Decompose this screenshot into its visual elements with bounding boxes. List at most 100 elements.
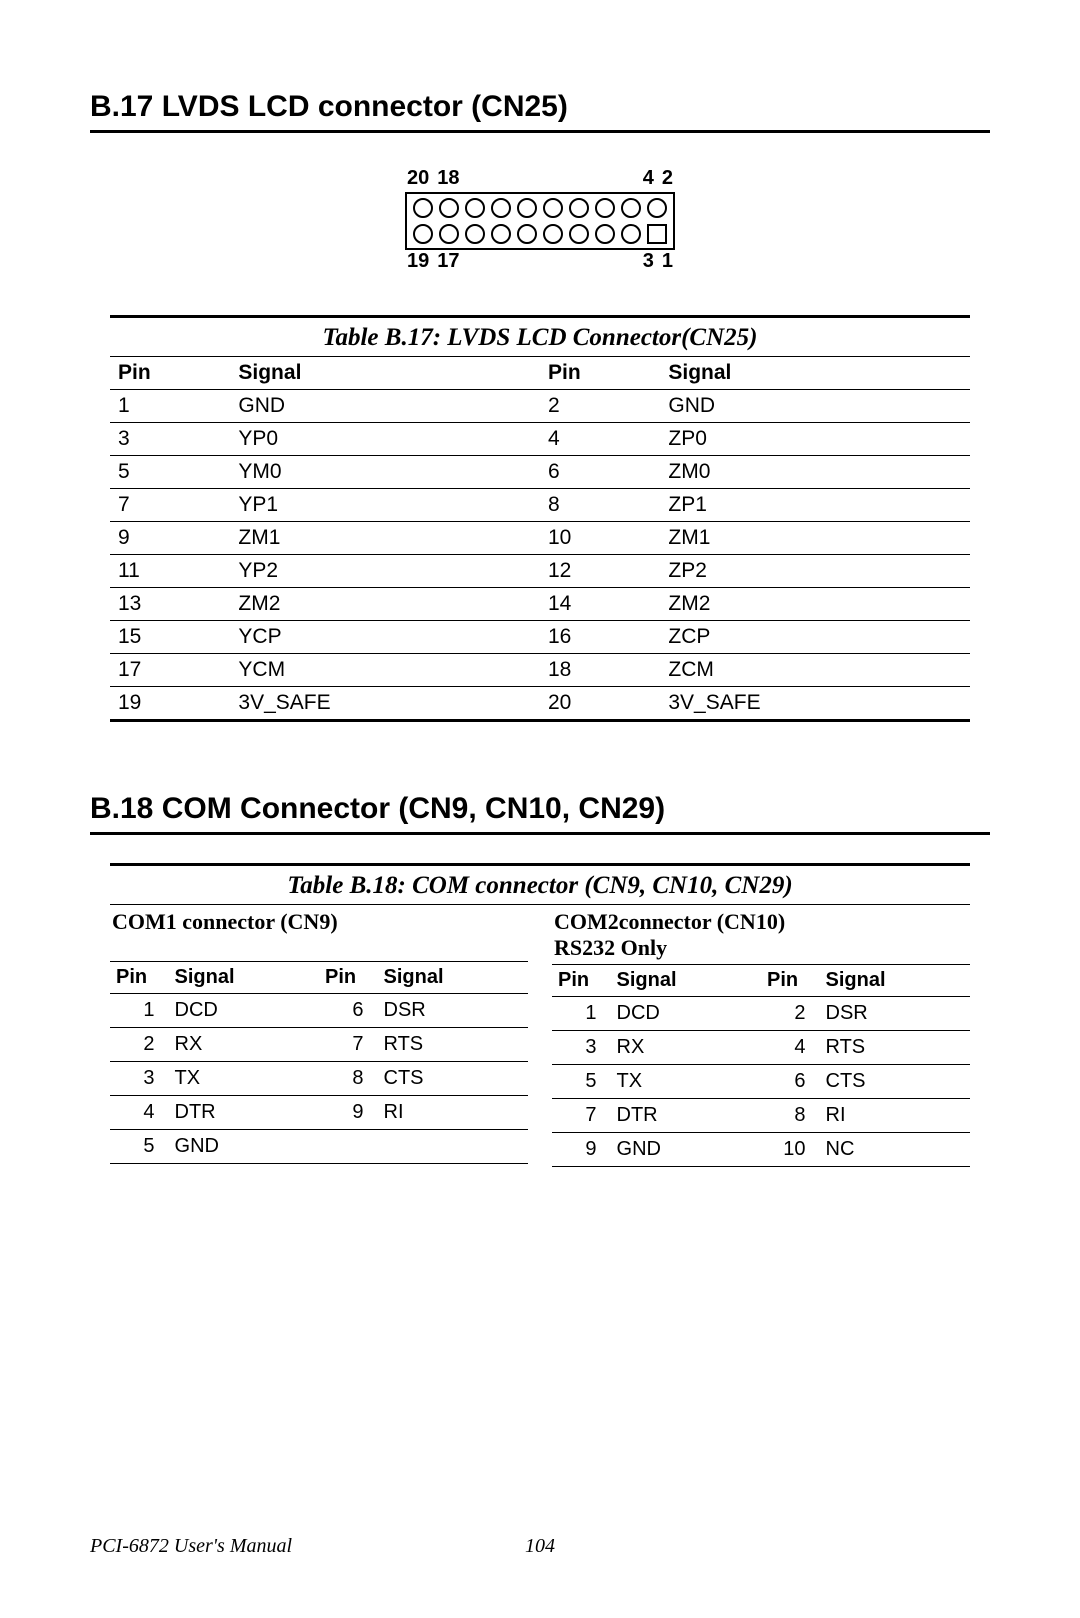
connector-pin — [595, 224, 615, 244]
connector-pin — [465, 198, 485, 218]
pin-label: 18 — [437, 167, 459, 190]
table-cell: YP2 — [230, 555, 540, 588]
table-cell: DTR — [169, 1096, 319, 1130]
table-cell: 8 — [761, 1098, 820, 1132]
table-cell: ZM2 — [230, 588, 540, 621]
table-cell: 5 — [110, 1130, 169, 1164]
b18-right-subhead-l1: COM2connector (CN10) — [554, 909, 785, 934]
column-header: Pin — [761, 964, 820, 996]
table-row: 7YP18ZP1 — [110, 489, 970, 522]
connector-pin — [517, 198, 537, 218]
table-row: 15YCP16ZCP — [110, 621, 970, 654]
pin-label: 17 — [437, 250, 459, 273]
table-row: 7DTR8RI — [552, 1098, 970, 1132]
table-b18-left: COM1 connector (CN9) PinSignalPinSignal … — [110, 905, 528, 1167]
table-cell: DTR — [611, 1098, 761, 1132]
table-cell: ZM0 — [660, 456, 970, 489]
page: B.17 LVDS LCD connector (CN25) 20 18 4 2 — [0, 0, 1080, 1618]
table-row: 17YCM18ZCM — [110, 654, 970, 687]
table-cell: 2 — [761, 996, 820, 1030]
table-b17-grid: PinSignalPinSignal 1GND2GND3YP04ZP05YM06… — [110, 357, 970, 722]
table-cell: 5 — [110, 456, 230, 489]
table-cell — [319, 1130, 378, 1164]
column-header: Signal — [378, 962, 529, 994]
connector-pin — [621, 224, 641, 244]
table-cell: ZP1 — [660, 489, 970, 522]
table-row: 9ZM110ZM1 — [110, 522, 970, 555]
table-cell: DSR — [378, 994, 529, 1028]
connector-pin — [595, 198, 615, 218]
table-cell: GND — [230, 390, 540, 423]
table-row: 1GND2GND — [110, 390, 970, 423]
table-row: 1DCD6DSR — [110, 994, 528, 1028]
table-cell: RI — [378, 1096, 529, 1130]
pin-label: 4 — [643, 167, 654, 190]
table-cell: 12 — [540, 555, 660, 588]
column-header: Signal — [169, 962, 319, 994]
pin-label: 19 — [407, 250, 429, 273]
table-cell: ZM1 — [230, 522, 540, 555]
table-cell: 18 — [540, 654, 660, 687]
table-cell: 6 — [540, 456, 660, 489]
connector-pin — [413, 224, 433, 244]
pin-label: 2 — [662, 167, 673, 190]
connector-diagram: 20 18 4 2 19 17 3 1 — [90, 167, 990, 275]
table-cell: 3V_SAFE — [660, 687, 970, 721]
page-footer: PCI-6872 User's Manual 104 — [90, 1535, 990, 1558]
table-cell: CTS — [378, 1062, 529, 1096]
table-cell: 4 — [761, 1030, 820, 1064]
column-header: Pin — [319, 962, 378, 994]
table-cell: YP1 — [230, 489, 540, 522]
table-cell: 20 — [540, 687, 660, 721]
column-header: Signal — [820, 964, 971, 996]
connector-top-labels: 20 18 4 2 — [405, 167, 675, 192]
table-b18: Table B.18: COM connector (CN9, CN10, CN… — [110, 863, 970, 1167]
table-cell: 4 — [110, 1096, 169, 1130]
pin-label: 20 — [407, 167, 429, 190]
table-cell: 1 — [110, 390, 230, 423]
pin-label: 1 — [662, 250, 673, 273]
table-cell: 3 — [110, 423, 230, 456]
table-cell: GND — [660, 390, 970, 423]
connector-pin — [569, 198, 589, 218]
column-header: Pin — [110, 962, 169, 994]
connector-pin — [647, 198, 667, 218]
table-cell: TX — [169, 1062, 319, 1096]
b18-right-subhead: COM2connector (CN10) RS232 Only — [552, 905, 970, 964]
table-b17: Table B.17: LVDS LCD Connector(CN25) Pin… — [110, 315, 970, 722]
table-row: 5YM06ZM0 — [110, 456, 970, 489]
table-cell: 9 — [319, 1096, 378, 1130]
table-cell: 11 — [110, 555, 230, 588]
connector-pin — [439, 224, 459, 244]
table-cell: 8 — [319, 1062, 378, 1096]
table-cell: 7 — [552, 1098, 611, 1132]
table-row: 13ZM214ZM2 — [110, 588, 970, 621]
table-row: 5GND — [110, 1130, 528, 1164]
b18-left-grid: PinSignalPinSignal 1DCD6DSR2RX7RTS3TX8CT… — [110, 961, 528, 1164]
table-row: 3TX8CTS — [110, 1062, 528, 1096]
connector-pin — [517, 224, 537, 244]
table-cell: GND — [611, 1132, 761, 1166]
column-header: Signal — [660, 357, 970, 390]
connector-pin — [543, 198, 563, 218]
table-row: 3RX4RTS — [552, 1030, 970, 1064]
column-header: Pin — [110, 357, 230, 390]
table-cell: 8 — [540, 489, 660, 522]
table-cell: 10 — [761, 1132, 820, 1166]
table-cell: RX — [169, 1028, 319, 1062]
b18-right-grid: PinSignalPinSignal 1DCD2DSR3RX4RTS5TX6CT… — [552, 964, 970, 1167]
table-cell: CTS — [820, 1064, 971, 1098]
table-cell: NC — [820, 1132, 971, 1166]
table-cell: 9 — [110, 522, 230, 555]
table-cell: DCD — [611, 996, 761, 1030]
table-cell: 4 — [540, 423, 660, 456]
table-cell: 16 — [540, 621, 660, 654]
table-b18-caption: Table B.18: COM connector (CN9, CN10, CN… — [110, 866, 970, 905]
table-cell: 2 — [110, 1028, 169, 1062]
table-b17-caption: Table B.17: LVDS LCD Connector(CN25) — [110, 315, 970, 357]
table-cell: 19 — [110, 687, 230, 721]
table-cell: ZCP — [660, 621, 970, 654]
column-header: Signal — [611, 964, 761, 996]
table-cell: 1 — [552, 996, 611, 1030]
table-cell: TX — [611, 1064, 761, 1098]
